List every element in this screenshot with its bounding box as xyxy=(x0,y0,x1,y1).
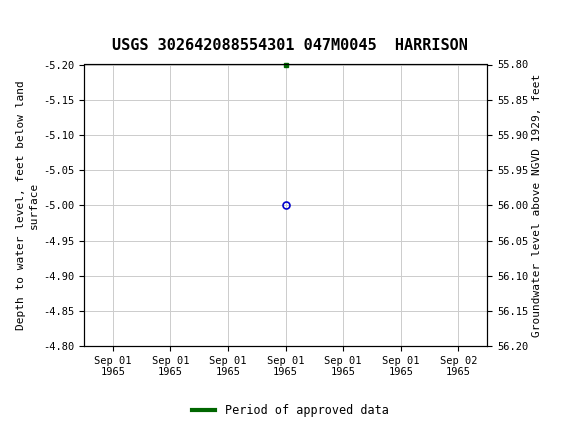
Y-axis label: Depth to water level, feet below land
surface: Depth to water level, feet below land su… xyxy=(16,80,39,330)
Y-axis label: Groundwater level above NGVD 1929, feet: Groundwater level above NGVD 1929, feet xyxy=(532,74,542,337)
Text: ≡: ≡ xyxy=(9,9,20,27)
Text: USGS: USGS xyxy=(38,9,93,27)
Text: USGS 302642088554301 047M0045  HARRISON: USGS 302642088554301 047M0045 HARRISON xyxy=(112,38,468,52)
Legend: Period of approved data: Period of approved data xyxy=(187,399,393,422)
